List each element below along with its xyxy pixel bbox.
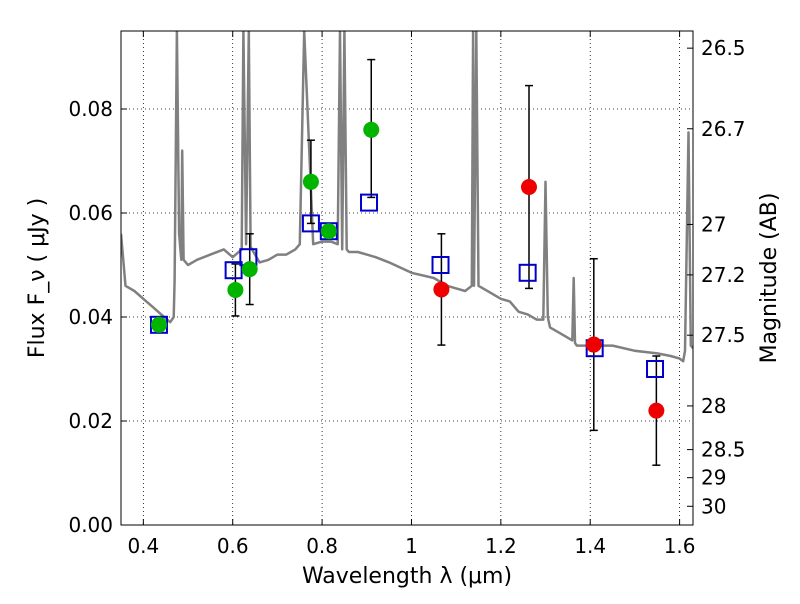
green-point-1 [227,281,244,298]
model-sed-line [121,31,693,363]
model-square-1 [224,261,243,280]
mag-tick-label-1: 26.7 [701,117,746,141]
x-axis-label: Wavelength λ (μm) [302,564,512,589]
green-point-0 [150,316,167,333]
y-axis-label: Flux F_ν ( μJy ) [25,198,50,358]
y-tick-label-3: 0.06 [68,201,113,225]
green-point-5 [363,121,380,138]
x-tick-label-5: 1.4 [574,534,606,558]
mag-tick-label-6: 28.5 [701,438,746,462]
model-sed-layer [121,31,693,363]
model-square-7 [518,263,537,282]
mag-tick-label-4: 27.5 [701,323,746,347]
model-square-3 [301,214,320,233]
mag-tick-label-7: 29 [701,466,726,490]
plot-frame [120,30,694,526]
grid-lines [121,31,693,525]
axis-ticks: 0.4 0.6 0.8 1 1.2 1.4 1.6 0.00 0.02 0.04 0.06 0.08 2… [68,31,746,558]
model-photometry-layer [149,193,665,378]
green-point-4 [320,223,337,240]
model-square-5 [360,193,379,212]
mag-tick-label-0: 26.5 [701,36,746,60]
x-tick-label-3: 1 [405,534,418,558]
model-square-9 [646,360,665,378]
error-bars-layer [231,58,661,466]
mag-tick-label-8: 30 [701,494,726,518]
y-tick-label-1: 0.02 [68,409,113,433]
x-tick-label-1: 0.6 [217,534,249,558]
red-point-2 [585,336,602,353]
mag-tick-label-5: 28 [701,394,726,418]
y-tick-label-0: 0.00 [68,513,113,537]
x-tick-label-6: 1.6 [664,534,696,558]
red-point-1 [520,179,537,195]
green-point-2 [241,261,258,278]
x-tick-label-2: 0.8 [306,534,338,558]
red-point-3 [648,402,665,419]
x-tick-label-4: 1.2 [485,534,517,558]
x-tick-label-0: 0.4 [127,534,159,558]
green-point-3 [302,173,319,190]
mag-tick-label-3: 27.2 [701,263,746,287]
y-tick-label-4: 0.08 [68,97,113,121]
model-square-6 [431,256,450,274]
red-point-0 [433,281,450,298]
y-tick-label-2: 0.04 [68,305,113,329]
mag-tick-label-2: 27 [701,212,726,236]
right-axis-label: Magnitude (AB) [757,193,782,364]
data-points-layer [150,121,665,419]
